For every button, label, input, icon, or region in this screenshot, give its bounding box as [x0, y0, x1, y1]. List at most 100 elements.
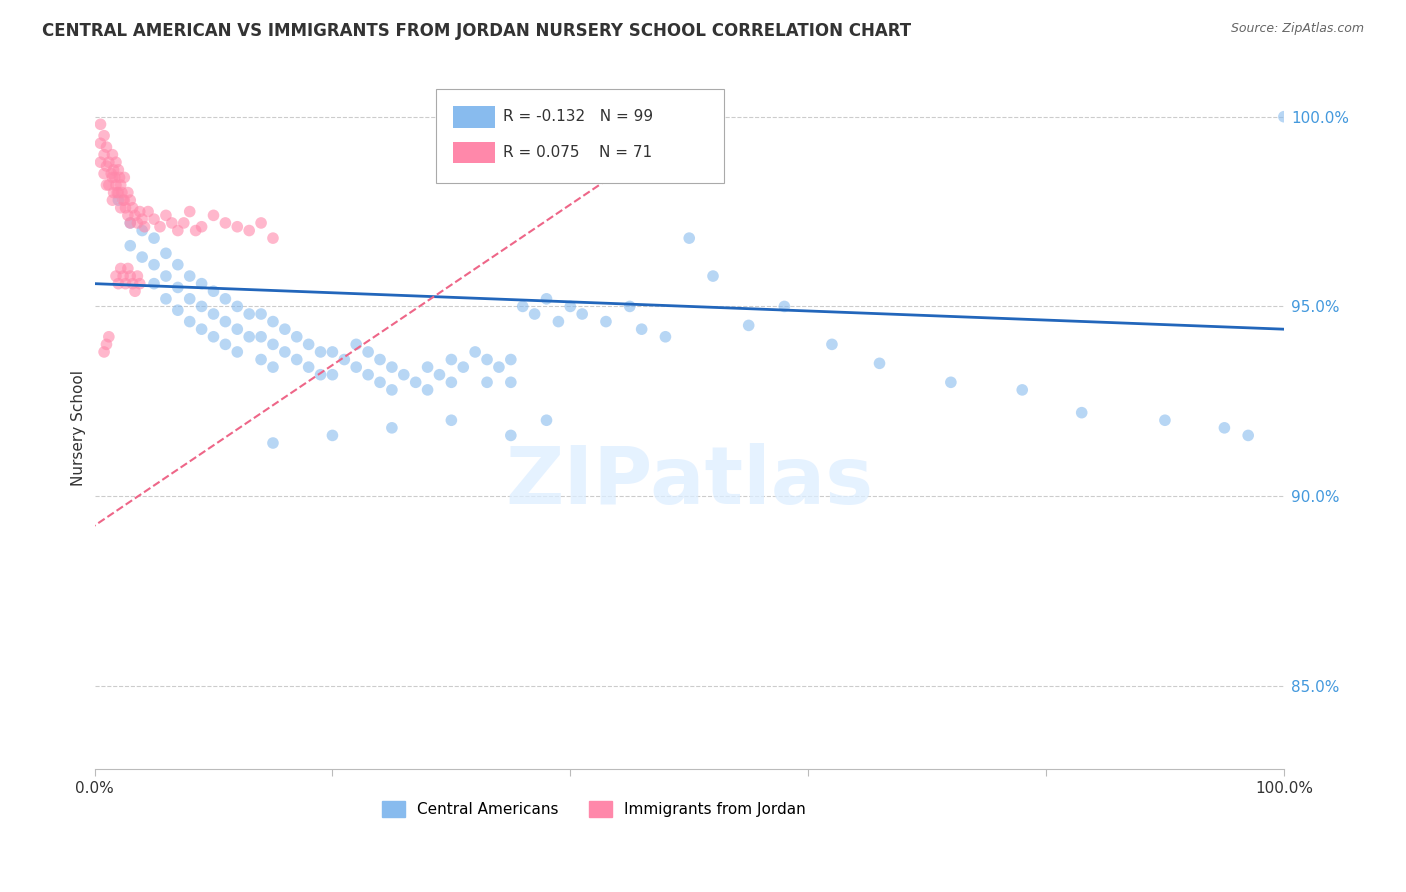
- Point: [702, 268, 724, 283]
- Point: [298, 360, 321, 375]
- Point: [179, 204, 201, 219]
- Point: [96, 140, 118, 154]
- Point: [238, 307, 260, 321]
- Point: [110, 201, 132, 215]
- Point: [93, 345, 115, 359]
- Point: [939, 376, 962, 390]
- Point: [821, 337, 844, 351]
- Point: [238, 223, 260, 237]
- Point: [869, 356, 891, 370]
- Point: [226, 219, 249, 234]
- Point: [285, 330, 308, 344]
- Point: [114, 201, 136, 215]
- Point: [143, 277, 166, 291]
- Point: [262, 315, 284, 329]
- Point: [1011, 383, 1033, 397]
- Y-axis label: Nursery School: Nursery School: [72, 370, 86, 486]
- Point: [274, 345, 297, 359]
- Point: [654, 330, 676, 344]
- Point: [120, 238, 142, 252]
- Text: Source: ZipAtlas.com: Source: ZipAtlas.com: [1230, 22, 1364, 36]
- Point: [416, 360, 439, 375]
- Point: [309, 345, 332, 359]
- Point: [678, 231, 700, 245]
- Point: [179, 315, 201, 329]
- Point: [160, 216, 183, 230]
- Point: [101, 193, 124, 207]
- Point: [226, 322, 249, 336]
- Point: [262, 360, 284, 375]
- Point: [128, 277, 150, 291]
- Point: [89, 155, 111, 169]
- Point: [262, 436, 284, 450]
- Point: [131, 250, 153, 264]
- Point: [108, 170, 131, 185]
- Point: [107, 186, 129, 200]
- Point: [117, 208, 139, 222]
- Point: [184, 223, 207, 237]
- Point: [440, 352, 463, 367]
- Point: [262, 337, 284, 351]
- Point: [112, 193, 135, 207]
- Point: [120, 268, 142, 283]
- Point: [440, 413, 463, 427]
- Point: [1070, 406, 1092, 420]
- Point: [571, 307, 593, 321]
- Point: [103, 162, 125, 177]
- Point: [737, 318, 759, 333]
- Point: [344, 360, 367, 375]
- Point: [619, 300, 641, 314]
- Point: [773, 300, 796, 314]
- Point: [89, 117, 111, 131]
- Point: [464, 345, 486, 359]
- Point: [107, 277, 129, 291]
- Point: [226, 345, 249, 359]
- Point: [97, 330, 120, 344]
- Point: [166, 303, 188, 318]
- Point: [121, 277, 143, 291]
- Point: [101, 170, 124, 185]
- Point: [321, 345, 343, 359]
- Point: [166, 280, 188, 294]
- Point: [214, 292, 236, 306]
- Point: [595, 315, 617, 329]
- Point: [121, 201, 143, 215]
- Point: [136, 204, 159, 219]
- Point: [131, 223, 153, 237]
- Point: [392, 368, 415, 382]
- Point: [274, 322, 297, 336]
- Point: [560, 300, 582, 314]
- Point: [333, 352, 356, 367]
- Text: R = -0.132   N = 99: R = -0.132 N = 99: [503, 110, 654, 124]
- Point: [104, 155, 127, 169]
- Point: [104, 170, 127, 185]
- Point: [96, 337, 118, 351]
- Point: [512, 300, 534, 314]
- Text: ZIPatlas: ZIPatlas: [505, 443, 873, 522]
- Point: [166, 258, 188, 272]
- Point: [368, 352, 391, 367]
- Point: [93, 167, 115, 181]
- Point: [101, 147, 124, 161]
- Point: [112, 170, 135, 185]
- Point: [179, 292, 201, 306]
- Point: [104, 178, 127, 192]
- Point: [321, 368, 343, 382]
- Point: [104, 268, 127, 283]
- Point: [214, 216, 236, 230]
- Point: [117, 261, 139, 276]
- Point: [475, 376, 498, 390]
- Point: [120, 216, 142, 230]
- Point: [499, 376, 522, 390]
- Point: [89, 136, 111, 151]
- Point: [405, 376, 427, 390]
- Point: [143, 231, 166, 245]
- Point: [127, 268, 149, 283]
- Point: [309, 368, 332, 382]
- Point: [285, 352, 308, 367]
- Point: [250, 216, 273, 230]
- Point: [190, 300, 212, 314]
- Point: [1213, 421, 1236, 435]
- Point: [93, 147, 115, 161]
- Point: [110, 178, 132, 192]
